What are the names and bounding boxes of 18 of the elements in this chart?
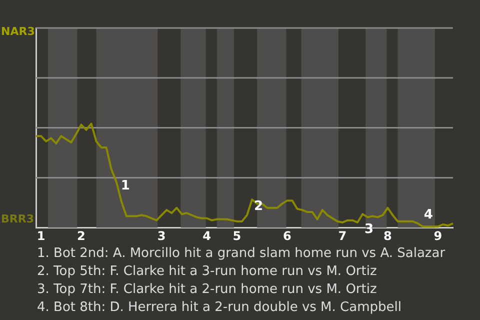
x-tick-label: 2 (77, 228, 86, 243)
x-tick-label: 1 (36, 228, 46, 243)
x-tick-label: 9 (434, 228, 442, 243)
text: 4. Bot 8th: D. Herrera hit a 2-run double vs M. Campbell (37, 299, 402, 317)
annotation: 1 (120, 178, 130, 194)
x-tick-label: 5 (232, 228, 242, 243)
text: BRR3 (1, 212, 34, 226)
x-tick-label: 8 (384, 228, 392, 243)
annotation: 2 (254, 199, 264, 214)
x-tick-label: 6 (283, 228, 292, 243)
x-tick-label: 4 (202, 228, 211, 243)
annotation: 4 (424, 208, 433, 222)
x-tick-label: 3 (157, 228, 166, 243)
x-tick-label: 7 (338, 228, 347, 243)
text: 3. Top 7th: F. Clarke hit a 2-run home run vs M. Ortiz (37, 281, 378, 299)
text: 2. Top 5th: F. Clarke hit a 3-run home run vs M. Ortiz (37, 263, 378, 281)
text: 1. Bot 2nd: A. Morcillo hit a grand slam home run vs A. Salazar (37, 245, 446, 263)
text: NAR3 (1, 24, 35, 38)
